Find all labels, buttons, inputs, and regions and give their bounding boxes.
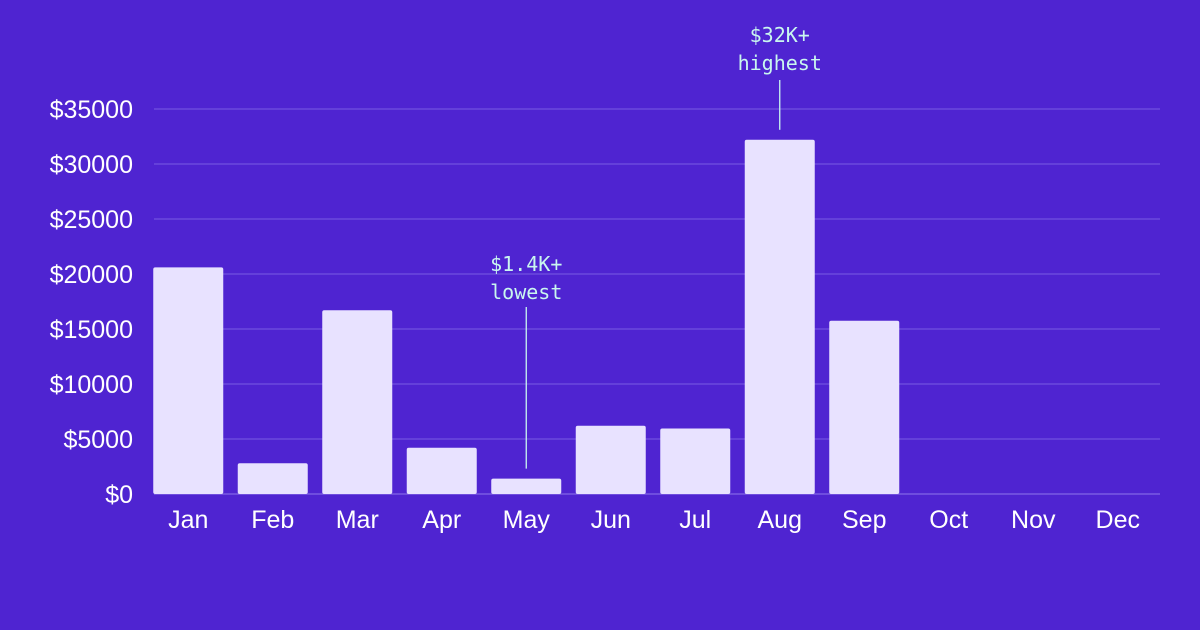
- bar-feb: [237, 463, 308, 494]
- annotation-text: $32K+: [750, 23, 810, 47]
- bar-jun: [575, 425, 646, 494]
- y-axis-labels: $0 $5000 $10000 $15000 $20000 $25000 $30000 $35…: [50, 96, 133, 509]
- annotation-text: highest: [738, 51, 822, 75]
- x-tick-label: Jun: [591, 506, 631, 534]
- x-tick-label: Sep: [842, 506, 886, 534]
- y-tick-label: $35000: [50, 96, 133, 124]
- bar-jan: [153, 267, 224, 494]
- gridlines: [154, 108, 1160, 495]
- x-tick-label: Aug: [758, 506, 802, 534]
- y-tick-label: $20000: [50, 261, 133, 289]
- x-tick-label: Jul: [679, 506, 711, 534]
- x-tick-label: Oct: [929, 506, 968, 534]
- x-tick-label: May: [503, 506, 551, 534]
- x-axis-labels: Jan Feb Mar Apr May Jun Jul Aug Sep Oct Nov Dec: [168, 506, 1140, 534]
- x-tick-label: Feb: [251, 506, 294, 534]
- x-tick-label: Mar: [336, 506, 379, 534]
- y-tick-label: $10000: [50, 371, 133, 399]
- bar-jul: [660, 428, 731, 494]
- annotation-text: lowest: [490, 280, 562, 304]
- annotations: $32K+ highest $1.4K+ lowest: [490, 23, 822, 469]
- y-tick-label: $15000: [50, 316, 133, 344]
- y-tick-label: $30000: [50, 151, 133, 179]
- bar-mar: [322, 310, 393, 494]
- y-tick-label: $25000: [50, 206, 133, 234]
- x-tick-label: Nov: [1011, 506, 1056, 534]
- bar-sep: [829, 320, 900, 494]
- x-tick-label: Apr: [422, 506, 461, 534]
- annotation-text: $1.4K+: [490, 252, 562, 276]
- bar-aug: [744, 139, 815, 495]
- y-tick-label: $0: [105, 481, 133, 509]
- x-tick-label: Dec: [1096, 506, 1140, 534]
- bar-may: [491, 478, 562, 494]
- bar-apr: [406, 447, 477, 494]
- y-tick-label: $5000: [63, 426, 133, 454]
- x-tick-label: Jan: [168, 506, 208, 534]
- bars: [153, 139, 900, 495]
